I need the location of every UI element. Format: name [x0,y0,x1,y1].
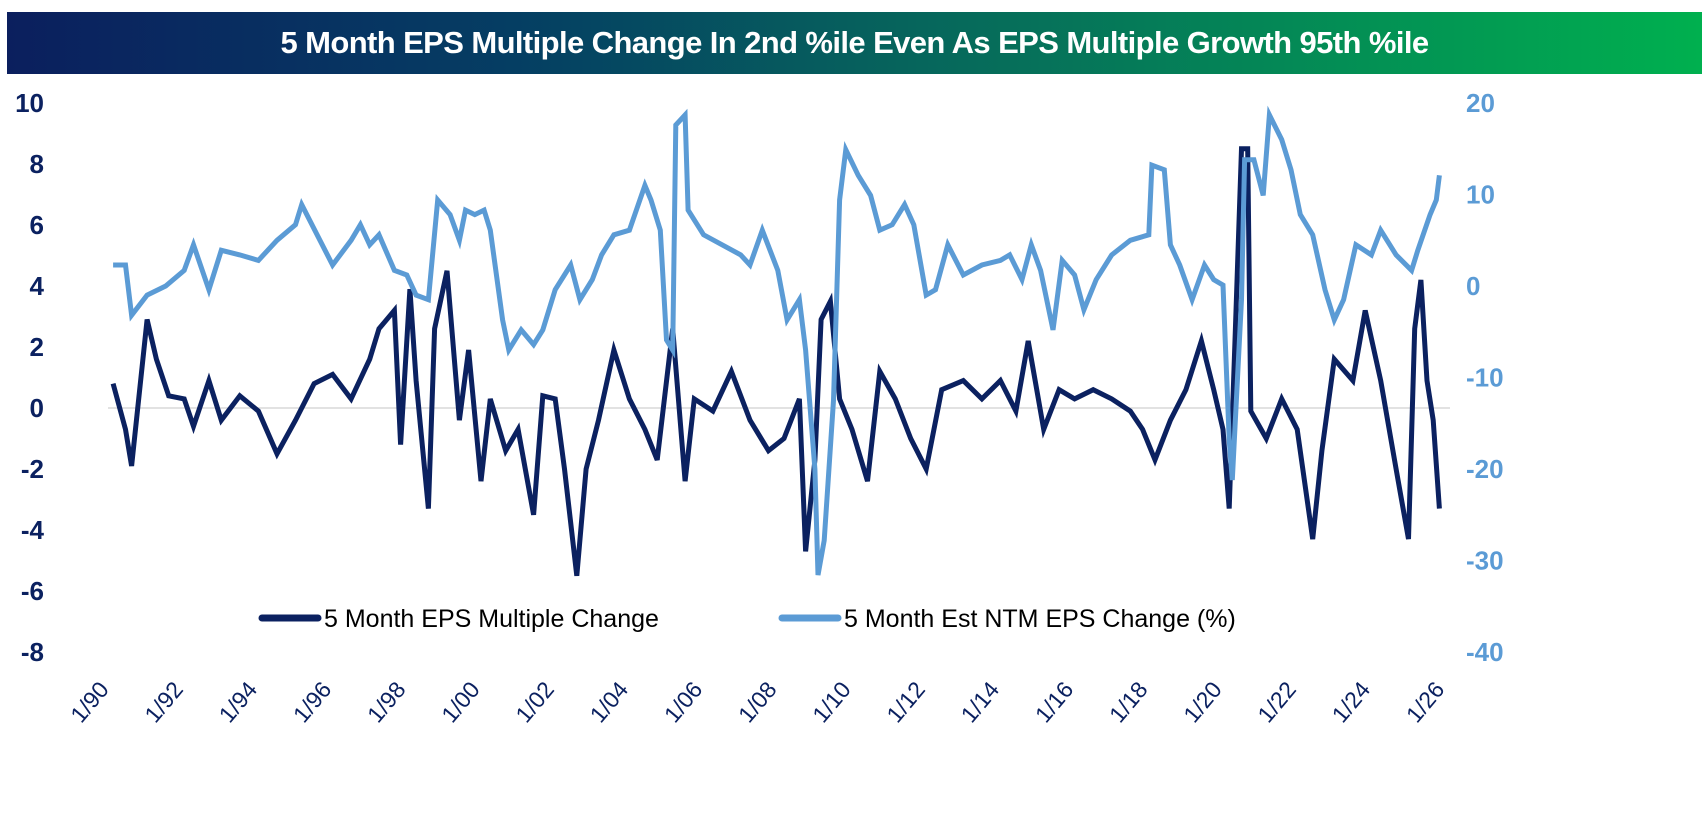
left-axis-tick-label: 2 [30,332,44,362]
left-axis-tick-label: 8 [30,149,44,179]
right-axis-tick-label: 20 [1466,88,1495,118]
left-axis-tick-label: -2 [21,454,44,484]
x-axis-tick-label: 1/14 [956,676,1005,727]
legend-item: 5 Month EPS Multiple Change [258,605,659,633]
x-axis-tick-label: 1/22 [1252,677,1301,728]
right-axis-tick-label: -40 [1466,637,1504,667]
x-axis-tick-label: 1/12 [881,677,930,728]
x-axis-tick-label: 1/04 [585,676,634,727]
x-axis-tick-label: 1/18 [1104,677,1153,728]
right-axis-tick-label: 10 [1466,180,1495,210]
left-axis-tick-label: 4 [30,271,45,301]
x-axis-tick-label: 1/02 [510,677,559,728]
x-axis-tick-label: 1/06 [659,677,708,728]
left-axis-tick-label: -6 [21,576,44,606]
x-axis-tick-label: 1/98 [362,677,411,728]
legend-label: 5 Month Est NTM EPS Change (%) [844,605,1236,633]
left-axis-tick-label: -8 [21,637,44,667]
left-axis-tick-label: 0 [30,393,44,423]
x-axis-tick-label: 1/10 [807,677,856,728]
series-line-eps-multiple-change [110,146,1442,577]
left-axis-tick-label: 10 [15,88,44,118]
x-axis-tick-label: 1/94 [214,676,263,727]
right-axis-tick-label: -20 [1466,454,1504,484]
right-axis-tick-label: -10 [1466,363,1504,393]
series-line-est-ntm-eps-change [113,105,1442,576]
left-axis-tick-label: 6 [30,210,44,240]
legend-item: 5 Month Est NTM EPS Change (%) [778,605,1236,633]
legend-label: 5 Month EPS Multiple Change [324,605,659,633]
x-axis-tick-label: 1/92 [139,677,188,728]
x-axis-tick-label: 1/90 [65,677,114,728]
right-axis-tick-label: -30 [1466,546,1504,576]
chart-title: 5 Month EPS Multiple Change In 2nd %ile … [280,25,1429,60]
x-axis-tick-label: 1/00 [436,677,485,728]
chart-title-bar: 5 Month EPS Multiple Change In 2nd %ile … [7,12,1702,74]
left-axis-tick-label: -4 [21,515,45,545]
x-axis-tick-label: 1/16 [1030,677,1079,728]
x-axis-tick-label: 1/96 [288,677,337,728]
x-axis-tick-label: 1/20 [1178,677,1227,728]
right-axis-tick-label: 0 [1466,271,1480,301]
x-axis-tick-label: 1/24 [1327,676,1376,727]
x-axis-tick-label: 1/08 [733,677,782,728]
x-axis-tick-label: 1/26 [1401,677,1450,728]
